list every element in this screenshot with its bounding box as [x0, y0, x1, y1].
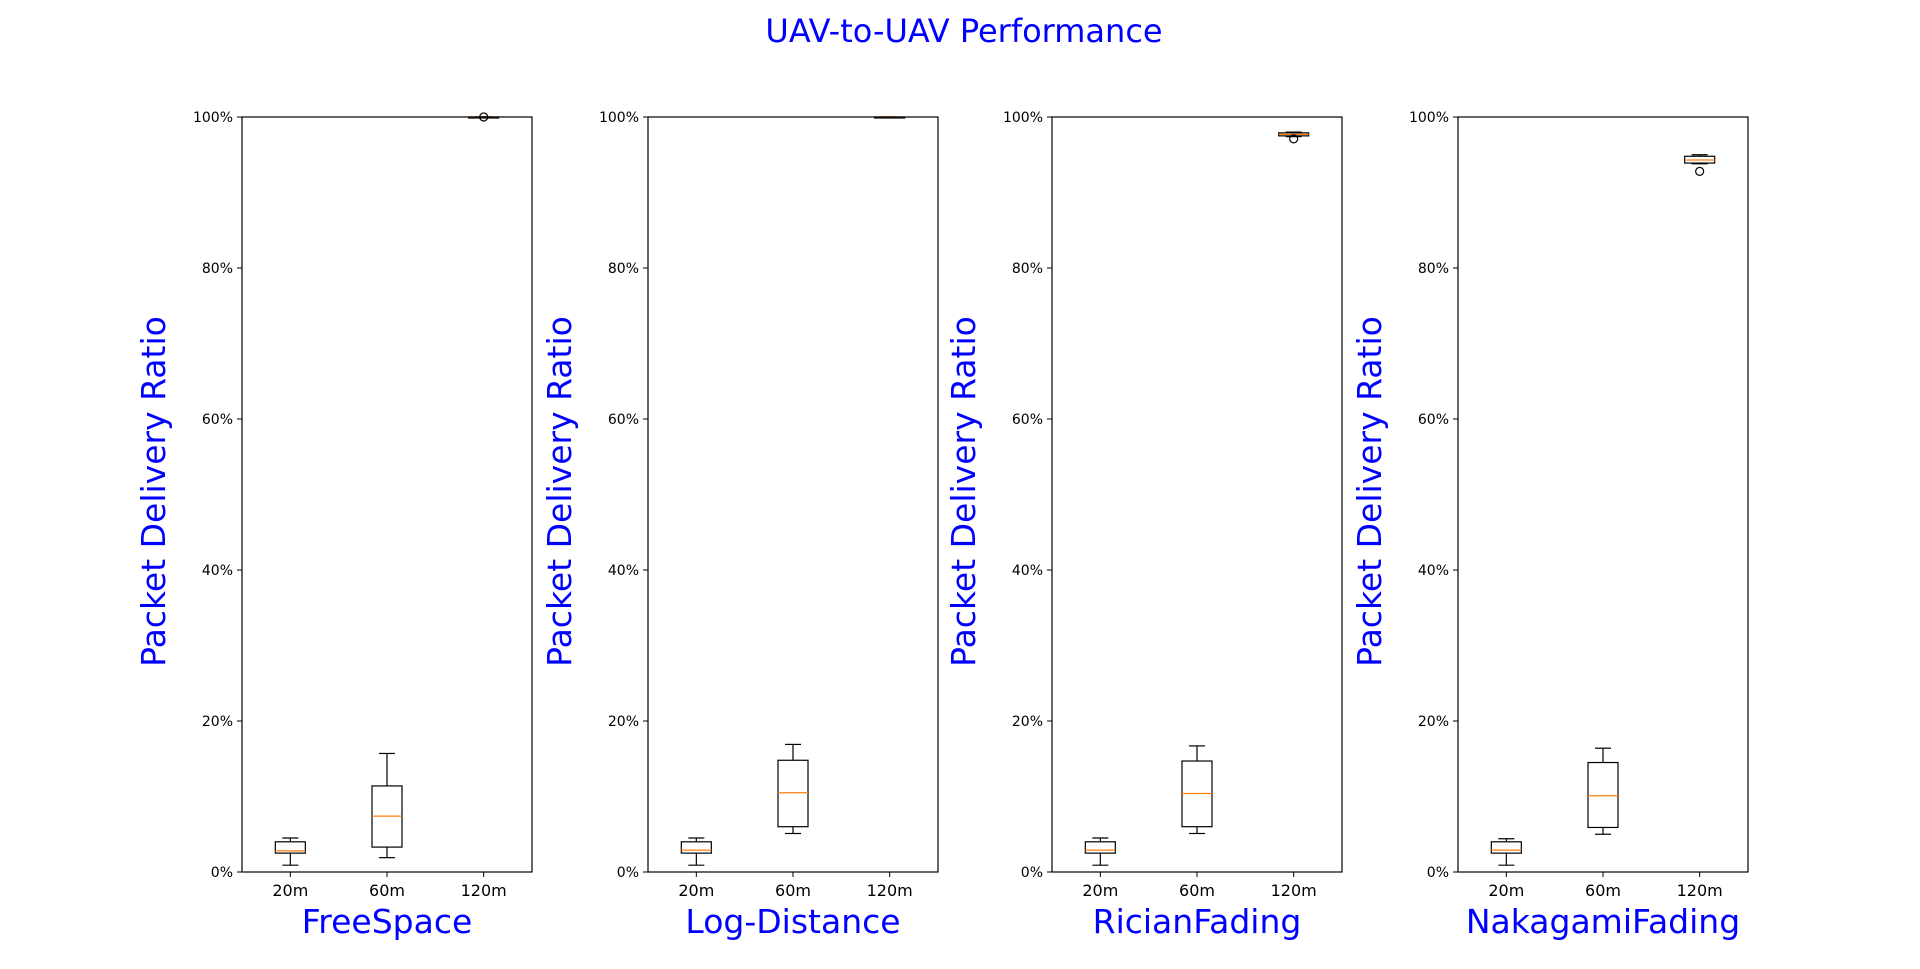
- x-tick-label: 60m: [775, 881, 811, 900]
- y-tick-label: 100%: [1003, 110, 1043, 126]
- y-tick-label: 60%: [1418, 412, 1449, 428]
- y-tick-label: 60%: [202, 412, 233, 428]
- box-60m: [1181, 745, 1213, 835]
- box-iqr: [680, 841, 712, 854]
- x-tick-label: 120m: [461, 881, 507, 900]
- y-tick-label: 40%: [1418, 563, 1449, 579]
- plot-frame: [1457, 116, 1749, 873]
- box-iqr: [274, 841, 306, 854]
- box-120m: [1278, 131, 1310, 144]
- y-tick-label: 40%: [202, 563, 233, 579]
- y-tick-label: 0%: [617, 865, 639, 881]
- x-axis-label: Log-Distance: [685, 902, 900, 941]
- box-20m: [1084, 837, 1116, 866]
- panel-nakagamifading: 0% 20% 40% 60% 80% 100% 20m 60m 120m NakagamiFadi…: [1350, 110, 1749, 941]
- y-tick-label: 40%: [1012, 563, 1043, 579]
- x-tick-label: 120m: [867, 881, 913, 900]
- x-tick-label: 20m: [272, 881, 308, 900]
- box-iqr: [1587, 761, 1619, 829]
- y-tick-label: 100%: [1409, 110, 1449, 126]
- outlier-point: [1695, 166, 1705, 176]
- box-20m: [274, 837, 306, 866]
- x-tick-label: 60m: [369, 881, 405, 900]
- y-axis-label: Packet Delivery Ratio: [134, 316, 173, 667]
- box-60m: [777, 743, 809, 835]
- panel-freespace: 0% 20% 40% 60% 80% 100% 20m 60m 120m FreeSpace Pac…: [134, 110, 533, 941]
- x-tick-label: 20m: [678, 881, 714, 900]
- x-axis-label: RicianFading: [1093, 902, 1302, 941]
- box-60m: [371, 752, 403, 859]
- box-20m: [1490, 838, 1522, 866]
- x-tick-label: 120m: [1677, 881, 1723, 900]
- x-tick-label: 120m: [1271, 881, 1317, 900]
- y-tick-label: 100%: [599, 110, 639, 126]
- plot-frame: [241, 116, 533, 873]
- y-tick-label: 0%: [1427, 865, 1449, 881]
- y-axis-label: Packet Delivery Ratio: [944, 316, 983, 667]
- panel-ricianfading: 0% 20% 40% 60% 80% 100% 20m 60m 120m RicianFading…: [944, 110, 1343, 941]
- y-tick-label: 0%: [211, 865, 233, 881]
- box-iqr: [1084, 841, 1116, 854]
- outlier-point: [1289, 134, 1299, 144]
- x-tick-label: 60m: [1179, 881, 1215, 900]
- y-tick-label: 40%: [608, 563, 639, 579]
- plot-frame: [1051, 116, 1343, 873]
- box-iqr: [1490, 841, 1522, 854]
- box-iqr: [777, 759, 809, 828]
- x-tick-label: 60m: [1585, 881, 1621, 900]
- y-tick-label: 20%: [202, 714, 233, 730]
- box-120m: [1684, 154, 1716, 176]
- y-tick-label: 60%: [1012, 412, 1043, 428]
- plot-frame: [647, 116, 939, 873]
- x-axis-label: FreeSpace: [302, 902, 473, 941]
- y-tick-label: 20%: [608, 714, 639, 730]
- y-tick-label: 20%: [1418, 714, 1449, 730]
- y-tick-label: 80%: [202, 261, 233, 277]
- box-20m: [680, 837, 712, 866]
- y-axis-label: Packet Delivery Ratio: [540, 316, 579, 667]
- y-tick-label: 100%: [193, 110, 233, 126]
- y-axis-label: Packet Delivery Ratio: [1350, 316, 1389, 667]
- x-axis-label: NakagamiFading: [1466, 902, 1740, 941]
- x-tick-label: 20m: [1082, 881, 1118, 900]
- y-tick-label: 80%: [608, 261, 639, 277]
- y-tick-label: 0%: [1021, 865, 1043, 881]
- figure-title: UAV-to-UAV Performance: [765, 12, 1162, 50]
- y-tick-label: 20%: [1012, 714, 1043, 730]
- box-60m: [1587, 747, 1619, 835]
- y-tick-label: 80%: [1418, 261, 1449, 277]
- panels-group: 0% 20% 40% 60% 80% 100% 20m 60m 120m FreeSpace Pac…: [134, 110, 1749, 941]
- x-tick-label: 20m: [1488, 881, 1524, 900]
- y-tick-label: 80%: [1012, 261, 1043, 277]
- panel-log-distance: 0% 20% 40% 60% 80% 100% 20m 60m 120m Log-Distance…: [540, 110, 939, 941]
- y-tick-label: 60%: [608, 412, 639, 428]
